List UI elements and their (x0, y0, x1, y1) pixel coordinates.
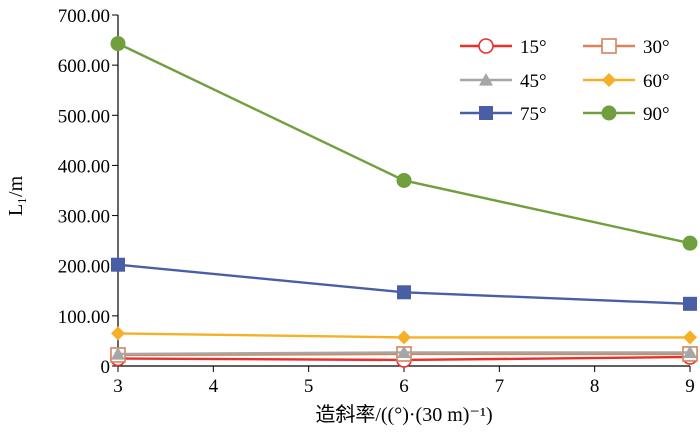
legend-item: 15° (460, 37, 547, 58)
y-tick-label: 100.00 (58, 307, 110, 328)
legend-item: 60° (583, 71, 670, 92)
y-tick-label: 500.00 (58, 106, 110, 127)
axes-layer: 0 100.00 200.00 300.00 400.00 500.00 600.00 700… (58, 6, 695, 397)
legend-item: 90° (583, 104, 670, 125)
data-point (683, 296, 697, 311)
data-point (396, 172, 412, 188)
legend-label: 30° (643, 37, 670, 58)
legend-label: 45° (520, 71, 547, 92)
data-point (682, 235, 698, 251)
data-point (397, 345, 411, 359)
data-point (111, 346, 125, 360)
legend-item: 45° (460, 71, 547, 92)
x-tick-label: 6 (399, 376, 409, 397)
data-point (111, 326, 125, 341)
series-layer (110, 36, 698, 368)
legend-marker (479, 106, 493, 120)
data-point (110, 36, 126, 52)
series-4 (111, 257, 697, 311)
x-tick-label: 7 (495, 376, 505, 397)
legend-label: 15° (520, 37, 547, 58)
series-3 (111, 326, 697, 345)
y-axis-title: L₁/m (5, 175, 27, 216)
series-line (117, 42, 691, 245)
legend-label: 75° (520, 104, 547, 125)
legend-item: 30° (583, 37, 670, 58)
data-point (397, 330, 411, 345)
legend-marker (478, 38, 494, 54)
series-5 (110, 36, 698, 251)
y-tick-label: 300.00 (58, 207, 110, 228)
legend-marker (601, 105, 617, 121)
legend-layer: 15° 30° 45° 60° 75° 90° (460, 37, 670, 125)
y-tick-label: 700.00 (58, 6, 110, 27)
x-axis-title: 造斜率/((°)·(30 m)⁻¹) (315, 403, 492, 426)
legend-label: 90° (643, 104, 670, 125)
legend-marker (479, 73, 493, 86)
legend-item: 75° (460, 104, 547, 125)
x-tick-label: 9 (685, 376, 695, 397)
x-tick-label: 3 (113, 376, 123, 397)
legend-label: 60° (643, 71, 670, 92)
x-tick-label: 8 (590, 376, 600, 397)
data-point (111, 257, 125, 272)
series-2 (111, 345, 697, 360)
data-point (397, 285, 411, 300)
y-tick-label: 400.00 (58, 156, 110, 177)
data-point (683, 330, 697, 345)
data-point (683, 345, 697, 359)
y-tick-label: 600.00 (58, 56, 110, 77)
x-tick-label: 4 (209, 376, 219, 397)
legend-marker (601, 38, 617, 54)
y-tick-label: 200.00 (58, 257, 110, 278)
y-tick-label: 0 (101, 357, 111, 378)
legend-marker (602, 73, 616, 87)
x-tick-label: 5 (304, 376, 314, 397)
